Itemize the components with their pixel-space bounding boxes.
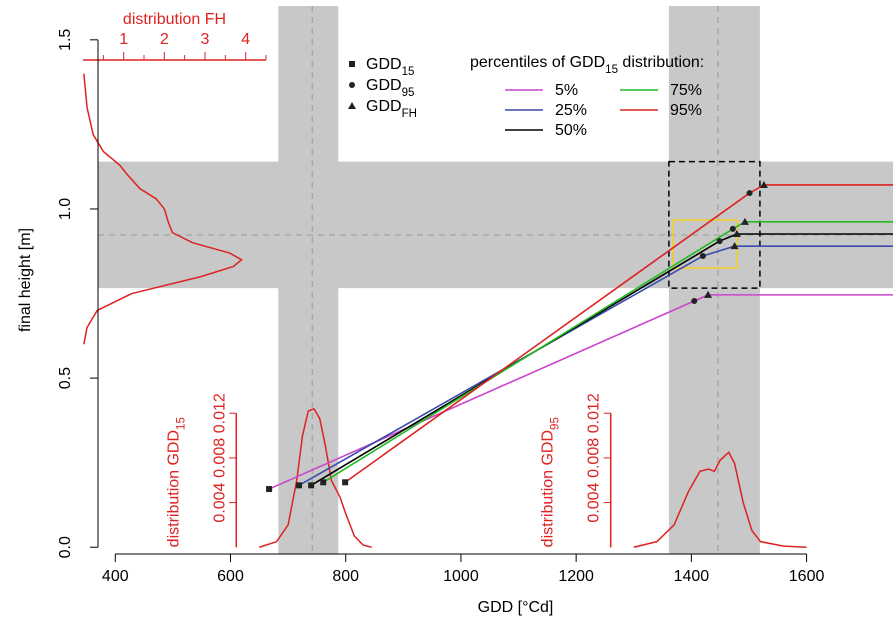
marker-legend-label-part: 95 bbox=[402, 87, 415, 99]
gdd-density-label-part: 95 bbox=[550, 417, 562, 430]
x-tick-label: 1000 bbox=[443, 568, 479, 585]
highlight-box bbox=[672, 219, 738, 269]
gdd-density-label-part: distribution GDD bbox=[540, 430, 557, 547]
marker-legend-label-part: 15 bbox=[402, 66, 415, 78]
legend-label: 95% bbox=[670, 102, 702, 119]
marker-square bbox=[349, 61, 355, 67]
fh-band bbox=[98, 161, 893, 289]
marker-legend-label-part: GDD bbox=[366, 56, 402, 73]
gdd-density-label: distribution GDD15 bbox=[165, 417, 187, 547]
marker-triangle bbox=[348, 102, 356, 109]
gdd-density-tick-label: 0.012 bbox=[211, 393, 228, 433]
fh-density-label: distribution FH bbox=[123, 11, 226, 28]
marker-triangle bbox=[704, 290, 713, 298]
marker-legend-label: GDD95 bbox=[366, 77, 414, 99]
gdd-density-tick-label: 0.012 bbox=[586, 393, 603, 433]
gdd-density-curve bbox=[259, 407, 372, 548]
x-tick-label: 600 bbox=[217, 568, 244, 585]
marker-square bbox=[308, 482, 315, 489]
marker-square bbox=[296, 482, 303, 489]
gdd-density-label-part: 15 bbox=[175, 417, 187, 430]
marker-triangle bbox=[740, 217, 749, 225]
marker-circle bbox=[716, 238, 723, 245]
fh-density-tick-label: 1 bbox=[119, 31, 128, 48]
gdd-density-tick-label: 0.008 bbox=[211, 438, 228, 478]
marker-legend-label-part: GDD bbox=[366, 77, 402, 94]
gdd-density-curve bbox=[633, 451, 807, 548]
marker-triangle bbox=[759, 180, 768, 188]
legend-title-part: distribution: bbox=[618, 54, 704, 71]
y-tick-label: 0.0 bbox=[57, 536, 74, 558]
marker-triangle bbox=[732, 229, 741, 237]
legend-title-part: 15 bbox=[605, 64, 618, 76]
y-tick-label: 1.5 bbox=[57, 29, 74, 51]
marker-square bbox=[342, 479, 349, 486]
y-axis-label: final height [m] bbox=[17, 228, 34, 332]
legend-title-part: percentiles of GDD bbox=[470, 54, 605, 71]
legend-label: 50% bbox=[555, 122, 587, 139]
marker-legend-label: GDDFH bbox=[366, 98, 417, 120]
fh-density-tick-label: 2 bbox=[160, 31, 169, 48]
fh-density-tick-label: 3 bbox=[201, 31, 210, 48]
gdd-density-tick-label: 0.004 bbox=[211, 482, 228, 522]
x-axis-label: GDD [°Cd] bbox=[478, 599, 554, 616]
y-tick-label: 0.5 bbox=[57, 367, 74, 389]
x-tick-label: 1400 bbox=[674, 568, 710, 585]
marker-circle bbox=[349, 82, 355, 88]
x-tick-label: 400 bbox=[102, 568, 129, 585]
marker-circle bbox=[729, 225, 736, 232]
legend-label: 75% bbox=[670, 82, 702, 99]
gdd-density-tick-label: 0.004 bbox=[586, 482, 603, 522]
x-tick-label: 1600 bbox=[789, 568, 825, 585]
gdd-density-label: distribution GDD95 bbox=[540, 417, 562, 547]
marker-square bbox=[320, 479, 327, 486]
legend-title: percentiles of GDD15 distribution: bbox=[470, 54, 704, 76]
fh-density-tick-label: 4 bbox=[241, 31, 250, 48]
marker-circle bbox=[691, 297, 698, 304]
x-tick-label: 1200 bbox=[558, 568, 594, 585]
marker-legend-label: GDD15 bbox=[366, 56, 414, 78]
legend-label: 5% bbox=[555, 82, 578, 99]
legend-label: 25% bbox=[555, 102, 587, 119]
marker-square bbox=[266, 486, 273, 493]
dashed-box bbox=[668, 160, 761, 289]
marker-legend-label-part: FH bbox=[402, 108, 417, 120]
fh-density-curve bbox=[83, 73, 243, 345]
y-tick-label: 1.0 bbox=[57, 198, 74, 220]
x-tick-label: 800 bbox=[332, 568, 359, 585]
gdd-density-tick-label: 0.008 bbox=[586, 438, 603, 478]
marker-circle bbox=[699, 252, 706, 259]
marker-circle bbox=[746, 190, 753, 197]
marker-legend-label-part: GDD bbox=[366, 98, 402, 115]
gdd-density-label-part: distribution GDD bbox=[165, 430, 182, 547]
marker-triangle bbox=[730, 242, 739, 250]
